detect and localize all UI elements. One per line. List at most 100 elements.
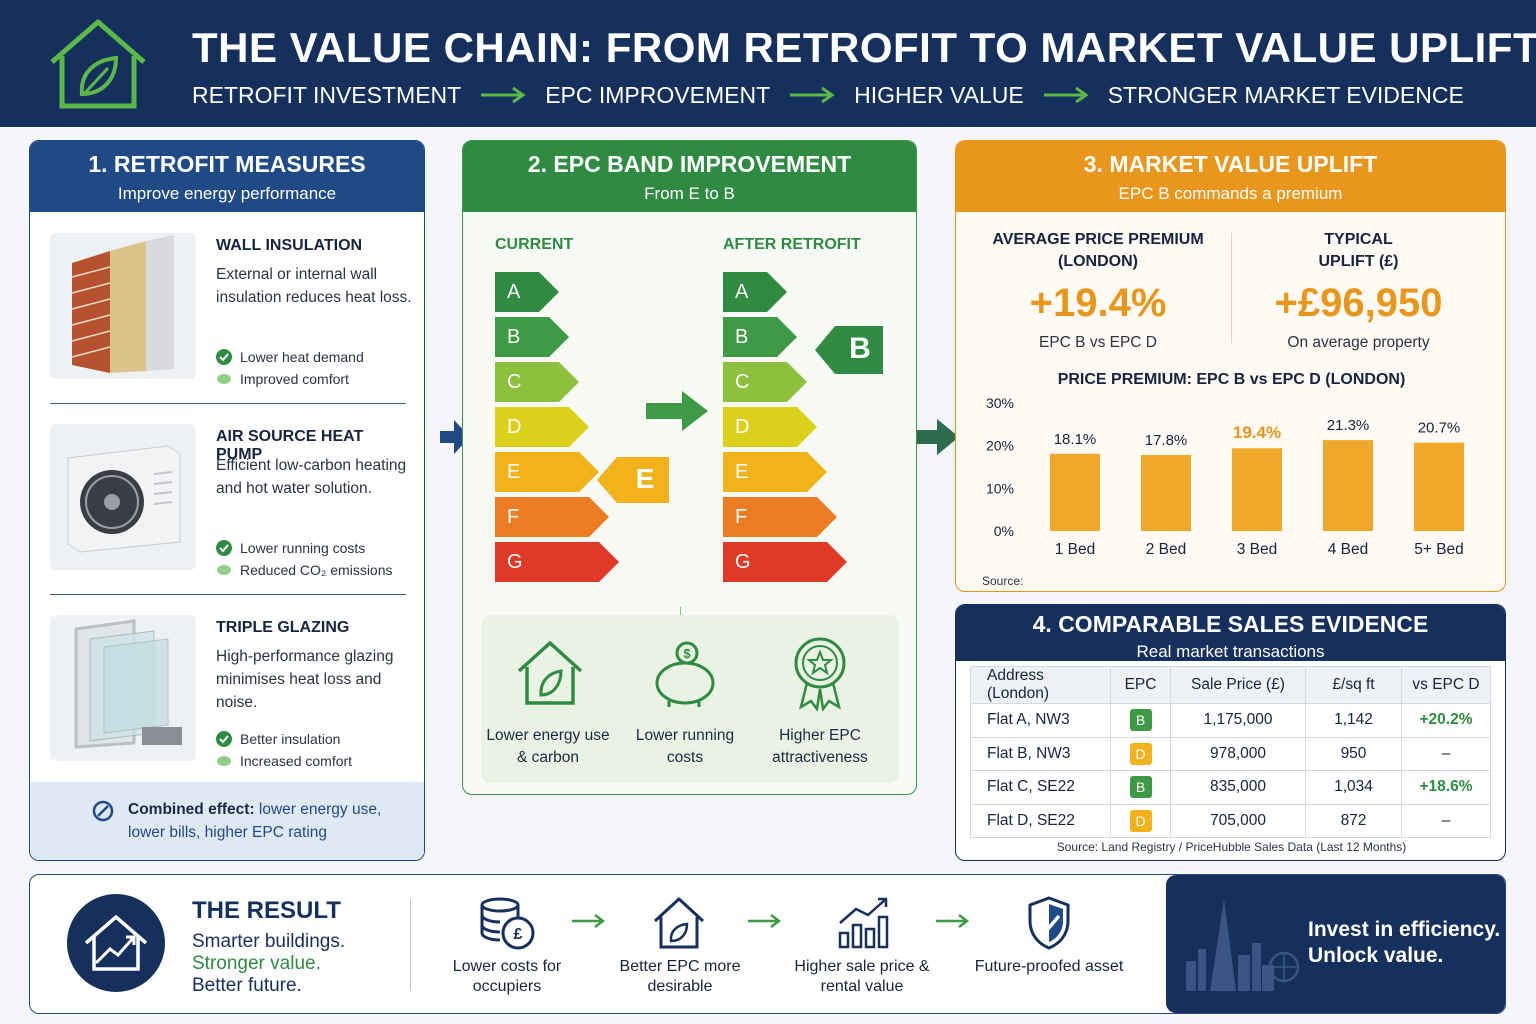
benefit-item: Increased comfort [216,753,352,769]
panel-header: 2. EPC BAND IMPROVEMENT From E to B [463,141,916,212]
house-growth-icon [67,894,165,992]
kpi-label: AVERAGE PRICE PREMIUM (LONDON) [992,231,1204,270]
page-title: THE VALUE CHAIN: FROM RETROFIT TO MARKET… [192,24,1536,71]
epc-band-d: D [495,407,589,447]
data-label: 19.4% [1233,423,1281,442]
result-bar: THE RESULT Smarter buildings. Stronger v… [29,874,1506,1014]
benefit-item: Improved comfort [216,371,349,387]
price-cell: 1,175,000 [1170,703,1306,738]
current-rating: E [635,463,655,494]
panel-title: 4. COMPARABLE SALES EVIDENCE [1032,611,1429,637]
result-item: Future-proofed asset [974,958,1124,975]
vs-epc-d-cell: +18.6% [1401,770,1491,805]
epc-benefits-box: $ Lower energy use & carbon Lower runnin… [481,615,899,783]
column-header: EPC [1110,666,1171,704]
epc-band-c: C [723,362,807,402]
triple-glazing-image [50,615,196,761]
kpi-typical-uplift: TYPICAL UPLIFT (£) +£96,950 On average p… [1246,229,1471,352]
x-tick-label: 4 Bed [1328,541,1369,558]
coins-icon: £ [480,897,535,950]
epc-band-a: A [723,272,787,312]
divider [1231,233,1232,343]
price-per-sqft-cell: 950 [1305,736,1402,771]
chart-title: PRICE PREMIUM: EPC B vs EPC D (LONDON) [1057,371,1406,388]
epc-band-e: E [723,452,827,492]
table-header-row: Address (London) EPC Sale Price (£) £/sq… [970,666,1491,704]
measure-wall-insulation: WALL INSULATION External or internal wal… [48,231,412,391]
price-premium-chart: 0% 10% 20% 30% 18.1% 1 Bed 17.8% 2 Bed 19.4% 3 Be… [986,395,1464,558]
value-chain-flow: RETROFIT INVESTMENT EPC IMPROVEMENT HIGH… [192,82,1464,108]
wall-insulation-image [50,233,196,379]
after-rating: B [849,332,871,365]
x-tick-label: 2 Bed [1146,541,1187,558]
shield-check-icon [1028,896,1070,950]
epc-band-f: F [495,497,609,537]
comparable-sales-panel: 4. COMPARABLE SALES EVIDENCE Real market… [955,604,1506,861]
leaf-icon [217,374,231,384]
panel-title: 1. RETROFIT MEASURES [88,151,366,177]
panel-title: 2. EPC BAND IMPROVEMENT [527,151,852,177]
current-label: CURRENT [495,236,574,253]
sales-source: Source: Land Registry / PriceHubble Sale… [1056,840,1407,854]
svg-text:$: $ [683,646,691,661]
check-circle-icon [216,540,232,556]
vs-epc-d-cell: +20.2% [1401,703,1491,738]
y-tick-label: 0% [994,523,1014,539]
epc-band-c: C [495,362,579,402]
arrow-right-icon [646,391,708,431]
epc-cell: B [1110,770,1171,805]
panel-header: 1. RETROFIT MEASURES Improve energy perf… [30,141,424,212]
combined-detail: lower energy use, lower bills, higher EP… [128,801,382,841]
retrofit-measures-panel: 1. RETROFIT MEASURES Improve energy perf… [29,140,425,861]
tagline-line: Smarter buildings. [192,931,346,952]
bar [1232,448,1282,531]
panel-subtitle: From E to B [644,184,735,203]
bar [1050,453,1100,531]
sales-table: Address (London) EPC Sale Price (£) £/sq… [970,666,1491,838]
combined-effect-text: Combined effect: lower energy use, lower… [128,798,408,844]
table-row: Flat B, NW3 D 978,000 950– [970,736,1491,771]
kpi-value: +£96,950 [1274,281,1443,325]
price-cell: 978,000 [1170,736,1306,771]
arrow-right-icon [440,420,470,454]
price-cell: 705,000 [1170,803,1306,838]
measure-description: High-performance glazing minimises heat … [216,648,394,711]
benefit-text: Reduced CO₂ emissions [240,562,393,578]
benefit-text: Improved comfort [240,371,349,387]
measure-name: TRIPLE GLAZING [216,619,350,636]
y-tick-label: 30% [986,395,1014,411]
price-per-sqft-cell: 1,034 [1305,770,1402,805]
result-title: THE RESULT [192,897,341,924]
flow-step-value: HIGHER VALUE [854,81,1024,108]
address-cell: Flat C, SE22 [970,770,1111,805]
cta-message: Invest in efficiency. Unlock value. [1308,917,1500,969]
svg-text:£: £ [514,926,523,943]
header-banner [0,0,1536,127]
x-tick-label: 1 Bed [1055,541,1096,558]
sales-table-body: Flat A, NW3 B 1,175,000 1,142 +20.2% Flat B, … [970,703,1491,838]
measure-heat-pump: AIR SOURCE HEAT PUMP Efficient low-carbo… [48,422,406,582]
market-value-panel: 3. MARKET VALUE UPLIFT EPC B commands a … [955,140,1506,592]
benefit-text: Lower heat demand [240,349,364,365]
flow-step-retrofit: RETROFIT INVESTMENT [192,81,462,108]
column-header: vs EPC D [1401,666,1491,704]
epc-band-d: D [723,407,817,447]
divider [50,403,406,404]
arrow-right-icon [936,914,970,928]
benefit-item: Lower running costs [216,540,365,556]
cta-line: Invest in efficiency. [1308,918,1501,941]
combined-label: Combined effect: [128,801,255,818]
bar [1414,442,1464,531]
epc-band-b: B [495,317,569,357]
connector-line [680,607,681,617]
data-label: 18.1% [1054,431,1097,448]
kpi-price-premium: AVERAGE PRICE PREMIUM (LONDON) +19.4% EP… [978,229,1218,352]
flow-step-epc: EPC IMPROVEMENT [545,81,771,108]
panel-subtitle: Improve energy performance [117,184,337,203]
price-per-sqft-cell: 872 [1305,803,1402,838]
arrow-right-icon [748,914,782,928]
benefit-text: Better insulation [240,731,341,747]
vs-epc-d-cell: – [1401,803,1491,838]
epc-badge: D [1129,742,1152,765]
panel-subtitle: Real market transactions [1136,642,1325,661]
